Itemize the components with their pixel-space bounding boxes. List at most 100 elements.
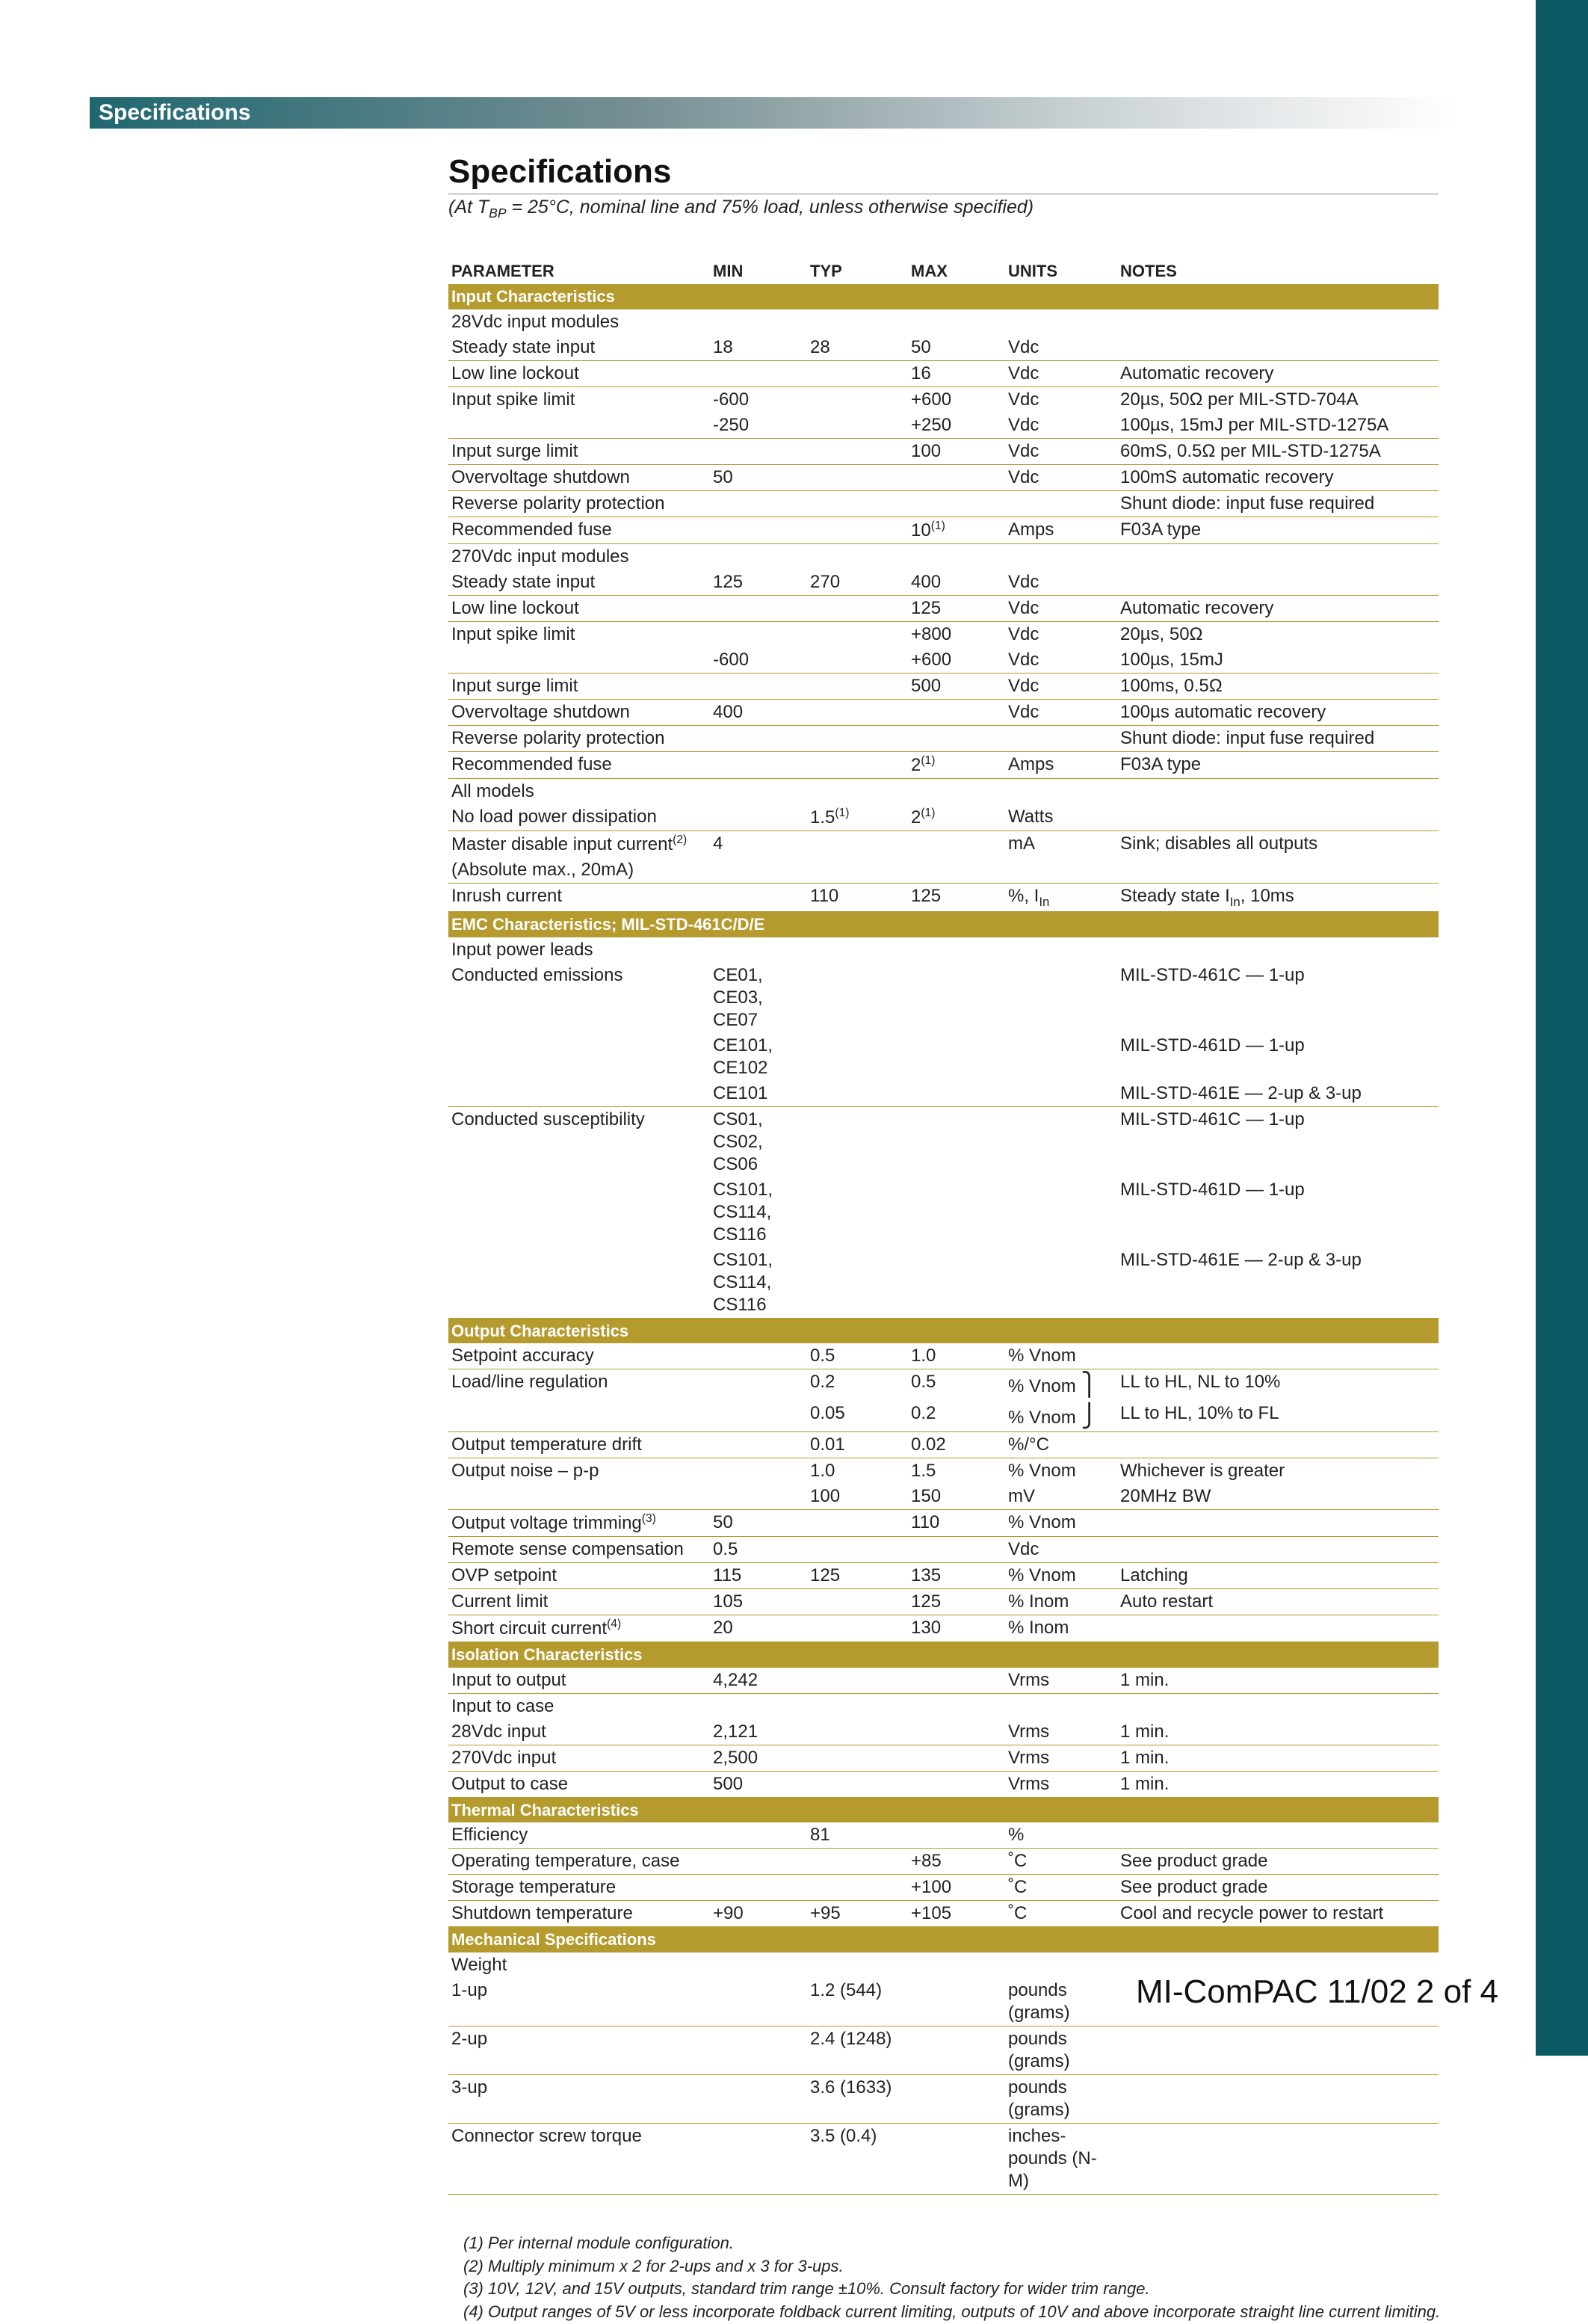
table-cell: Output temperature drift <box>448 1432 710 1458</box>
table-cell <box>448 1033 710 1081</box>
page-footer: MI-ComPAC 11/02 2 of 4 <box>1136 1973 1498 2011</box>
table-cell: 130 <box>908 1615 1005 1642</box>
table-cell: 0.5 <box>710 1537 807 1563</box>
table-row: OVP setpoint115125135% VnomLatching <box>448 1563 1439 1589</box>
table-cell <box>908 1537 1005 1563</box>
table-row: 2-up2.4 (1248)pounds (grams) <box>448 2026 1439 2074</box>
table-cell: Steady state IIn, 10ms <box>1117 883 1439 912</box>
table-row: Remote sense compensation0.5Vdc <box>448 1537 1439 1563</box>
table-cell: Shunt diode: input fuse required <box>1117 490 1439 517</box>
table-cell <box>448 413 710 439</box>
footnotes: (1) Per internal module configuration.(2… <box>448 2232 1442 2324</box>
table-cell <box>448 1177 710 1248</box>
table-row: CE101MIL-STD-461E — 2-up & 3-up <box>448 1081 1439 1107</box>
table-cell <box>807 621 908 647</box>
table-cell <box>1005 937 1117 963</box>
table-cell: 1.2 (544) <box>807 1978 908 2026</box>
table-cell <box>908 937 1005 963</box>
table-row: Overvoltage shutdown50Vdc100mS automatic… <box>448 464 1439 490</box>
table-cell: 2(1) <box>908 804 1005 831</box>
table-cell: Cool and recycle power to restart <box>1117 1901 1439 1927</box>
table-cell: Input spike limit <box>448 621 710 647</box>
table-cell: 2,500 <box>710 1745 807 1771</box>
table-cell: 0.01 <box>807 1432 908 1458</box>
table-row: Recommended fuse10(1)AmpsF03A type <box>448 517 1439 543</box>
table-cell <box>1117 2074 1439 2123</box>
table-cell: 115 <box>710 1563 807 1589</box>
table-row: (Absolute max., 20mA) <box>448 857 1439 884</box>
table-cell <box>807 543 908 570</box>
table-cell <box>710 1484 807 1510</box>
table-cell: Watts <box>1005 804 1117 831</box>
table-cell <box>1117 1693 1439 1719</box>
table-cell: % Vnom ⎫ <box>1005 1369 1117 1401</box>
table-cell: Current limit <box>448 1589 710 1615</box>
table-row: Recommended fuse2(1)AmpsF03A type <box>448 751 1439 778</box>
table-cell: mA <box>1005 830 1117 857</box>
table-cell: Master disable input current(2) <box>448 830 710 857</box>
table-cell: Recommended fuse <box>448 517 710 543</box>
footnote-line: (4) Output ranges of 5V or less incorpor… <box>463 2301 1442 2324</box>
table-cell: MIL-STD-461D — 1-up <box>1117 1033 1439 1081</box>
table-cell <box>807 1537 908 1563</box>
table-cell <box>908 1693 1005 1719</box>
table-row: Connector screw torque3.5 (0.4)inches-po… <box>448 2123 1439 2194</box>
table-cell <box>807 1106 908 1177</box>
table-row: Input spike limit+800Vdc20µs, 50Ω <box>448 621 1439 647</box>
table-cell <box>807 1693 908 1719</box>
table-row: Reverse polarity protectionShunt diode: … <box>448 490 1439 517</box>
header-band: Specifications <box>90 97 1457 129</box>
table-cell <box>807 1745 908 1771</box>
table-cell <box>710 1458 807 1485</box>
table-cell: +90 <box>710 1901 807 1927</box>
table-cell: Weight <box>448 1952 710 1978</box>
table-cell: Vdc <box>1005 335 1117 361</box>
table-cell: Vdc <box>1005 464 1117 490</box>
table-cell: Vdc <box>1005 647 1117 674</box>
table-cell <box>908 2123 1005 2194</box>
table-row: -600+600Vdc100µs, 15mJ <box>448 647 1439 674</box>
table-cell: MIL-STD-461E — 2-up & 3-up <box>1117 1081 1439 1107</box>
table-cell <box>908 1822 1005 1849</box>
table-cell: 28 <box>807 335 908 361</box>
table-cell <box>807 778 908 804</box>
table-row: 270Vdc input2,500Vrms1 min. <box>448 1745 1439 1771</box>
table-cell <box>1117 543 1439 570</box>
table-cell: 1 min. <box>1117 1719 1439 1745</box>
table-cell: 3.5 (0.4) <box>807 2123 908 2194</box>
table-cell: MIL-STD-461C — 1-up <box>1117 1106 1439 1177</box>
table-row: Conducted susceptibilityCS01, CS02, CS06… <box>448 1106 1439 1177</box>
table-cell: Whichever is greater <box>1117 1458 1439 1485</box>
table-cell <box>807 1510 908 1537</box>
table-cell <box>1005 1248 1117 1319</box>
table-cell: 28Vdc input <box>448 1719 710 1745</box>
table-cell: 125 <box>807 1563 908 1589</box>
table-cell: Input surge limit <box>448 673 710 699</box>
table-cell <box>448 647 710 674</box>
table-row: Shutdown temperature+90+95+105˚CCool and… <box>448 1901 1439 1927</box>
table-cell <box>710 1978 807 2026</box>
table-cell <box>1117 570 1439 596</box>
table-cell: % Vnom <box>1005 1563 1117 1589</box>
table-cell: 50 <box>710 1510 807 1537</box>
table-cell: 100 <box>807 1484 908 1510</box>
table-cell: 2-up <box>448 2026 710 2074</box>
table-cell: Output voltage trimming(3) <box>448 1510 710 1537</box>
table-cell <box>1117 1615 1439 1642</box>
table-cell: ˚C <box>1005 1901 1117 1927</box>
table-cell: pounds (grams) <box>1005 1978 1117 2026</box>
table-cell: ˚C <box>1005 1849 1117 1875</box>
table-cell: 105 <box>710 1589 807 1615</box>
table-cell: Input to case <box>448 1693 710 1719</box>
table-cell: 270Vdc input <box>448 1745 710 1771</box>
table-row: CS101, CS114, CS116MIL-STD-461D — 1-up <box>448 1177 1439 1248</box>
table-cell <box>807 1177 908 1248</box>
table-cell: Operating temperature, case <box>448 1849 710 1875</box>
table-cell: 150 <box>908 1484 1005 1510</box>
table-cell <box>1005 1033 1117 1081</box>
table-cell: Shunt diode: input fuse required <box>1117 725 1439 751</box>
table-row: Reverse polarity protectionShunt diode: … <box>448 725 1439 751</box>
footnote-line: (3) 10V, 12V, and 15V outputs, standard … <box>463 2278 1442 2301</box>
table-cell <box>1117 804 1439 831</box>
table-cell <box>807 595 908 621</box>
